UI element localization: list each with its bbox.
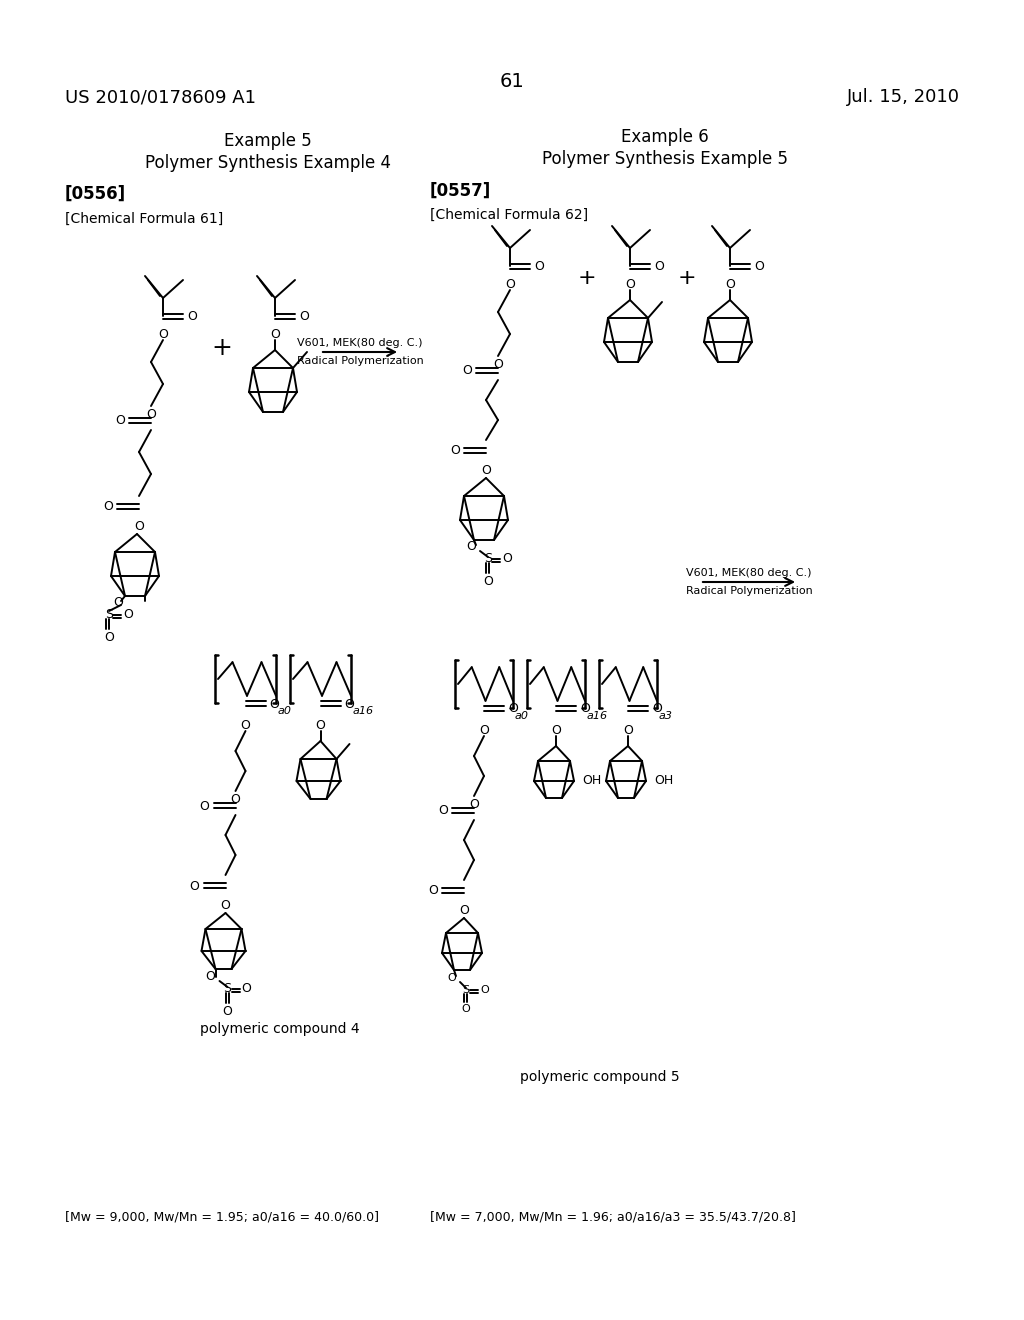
Text: O: O [270, 327, 280, 341]
Text: O: O [725, 279, 735, 290]
Text: Example 6: Example 6 [622, 128, 709, 147]
Text: O: O [206, 970, 215, 983]
Text: US 2010/0178609 A1: US 2010/0178609 A1 [65, 88, 256, 106]
Text: O: O [344, 697, 354, 710]
Text: O: O [230, 793, 241, 807]
Text: S: S [484, 553, 492, 565]
Text: O: O [508, 702, 518, 715]
Text: O: O [652, 702, 662, 715]
Text: O: O [222, 1005, 232, 1018]
Text: a3: a3 [659, 711, 673, 721]
Text: O: O [625, 279, 635, 290]
Text: O: O [623, 723, 633, 737]
Text: [Chemical Formula 62]: [Chemical Formula 62] [430, 209, 588, 222]
Text: Radical Polymerization: Radical Polymerization [297, 356, 423, 366]
Text: O: O [134, 520, 144, 533]
Text: O: O [269, 697, 280, 710]
Text: O: O [451, 445, 460, 458]
Text: O: O [654, 260, 664, 273]
Text: O: O [462, 364, 472, 378]
Text: O: O [447, 973, 456, 983]
Text: Radical Polymerization: Radical Polymerization [686, 586, 812, 597]
Text: a16: a16 [587, 711, 608, 721]
Text: O: O [494, 358, 503, 371]
Text: O: O [534, 260, 544, 273]
Text: O: O [480, 985, 488, 995]
Text: V601, MEK(80 deg. C.): V601, MEK(80 deg. C.) [297, 338, 423, 348]
Text: OH: OH [654, 775, 673, 788]
Text: O: O [241, 719, 251, 733]
Text: [Mw = 9,000, Mw/Mn = 1.95; a0/a16 = 40.0/60.0]: [Mw = 9,000, Mw/Mn = 1.95; a0/a16 = 40.0… [65, 1210, 379, 1224]
Text: O: O [146, 408, 156, 421]
Text: O: O [466, 540, 476, 553]
Text: O: O [459, 904, 469, 917]
Text: O: O [481, 465, 490, 477]
Text: O: O [123, 609, 133, 622]
Text: O: O [505, 279, 515, 290]
Text: Example 5: Example 5 [224, 132, 312, 150]
Text: O: O [242, 982, 251, 995]
Text: S: S [463, 985, 470, 995]
Text: O: O [104, 631, 114, 644]
Text: O: O [551, 723, 561, 737]
Text: +: + [578, 268, 596, 288]
Text: O: O [113, 597, 123, 610]
Text: Polymer Synthesis Example 5: Polymer Synthesis Example 5 [542, 150, 788, 168]
Text: +: + [678, 268, 696, 288]
Text: O: O [502, 553, 512, 565]
Text: [0557]: [0557] [430, 182, 492, 201]
Text: O: O [200, 800, 210, 813]
Text: S: S [223, 982, 231, 995]
Text: O: O [187, 310, 197, 323]
Text: O: O [428, 884, 438, 898]
Text: [Mw = 7,000, Mw/Mn = 1.96; a0/a16/a3 = 35.5/43.7/20.8]: [Mw = 7,000, Mw/Mn = 1.96; a0/a16/a3 = 3… [430, 1210, 796, 1224]
Text: V601, MEK(80 deg. C.): V601, MEK(80 deg. C.) [686, 568, 812, 578]
Text: O: O [115, 414, 125, 428]
Text: [Chemical Formula 61]: [Chemical Formula 61] [65, 213, 223, 226]
Text: Polymer Synthesis Example 4: Polymer Synthesis Example 4 [145, 154, 391, 172]
Text: a0: a0 [278, 706, 292, 715]
Text: [0556]: [0556] [65, 185, 126, 203]
Text: polymeric compound 4: polymeric compound 4 [200, 1022, 359, 1036]
Text: +: + [212, 337, 232, 360]
Text: O: O [189, 879, 200, 892]
Text: O: O [438, 804, 449, 817]
Text: a16: a16 [353, 706, 374, 715]
Text: a0: a0 [515, 711, 529, 721]
Text: O: O [220, 899, 230, 912]
Text: polymeric compound 5: polymeric compound 5 [520, 1071, 680, 1084]
Text: O: O [483, 576, 493, 587]
Text: O: O [158, 327, 168, 341]
Text: Jul. 15, 2010: Jul. 15, 2010 [847, 88, 961, 106]
Text: O: O [469, 799, 479, 810]
Text: OH: OH [582, 775, 601, 788]
Text: O: O [462, 1005, 470, 1014]
Text: O: O [754, 260, 764, 273]
Text: O: O [299, 310, 309, 323]
Text: O: O [315, 719, 326, 733]
Text: S: S [105, 609, 113, 622]
Text: O: O [479, 723, 488, 737]
Text: 61: 61 [500, 73, 524, 91]
Text: O: O [580, 702, 590, 715]
Text: O: O [103, 500, 113, 513]
